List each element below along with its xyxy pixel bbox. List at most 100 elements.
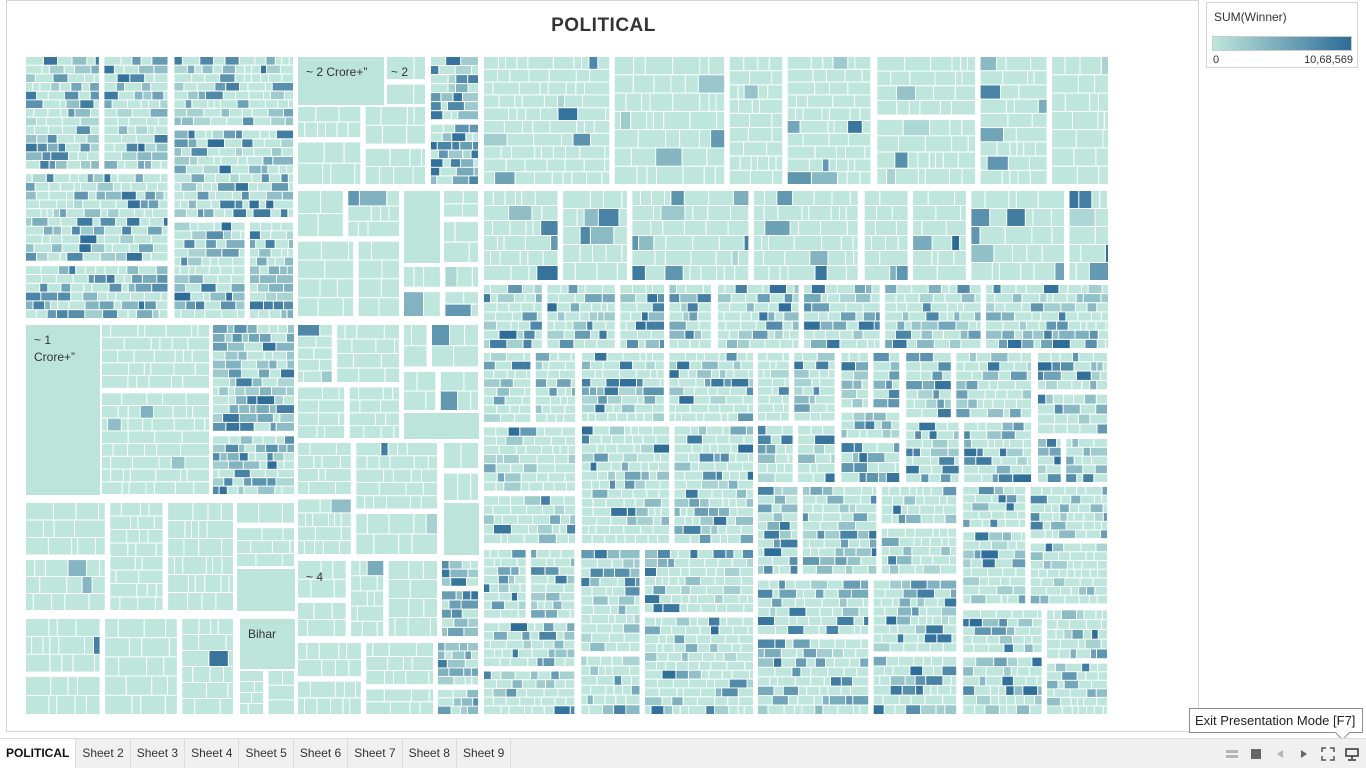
treemap-cell[interactable] xyxy=(412,534,438,555)
treemap-cell[interactable] xyxy=(528,623,535,631)
treemap-cell[interactable] xyxy=(702,444,710,453)
treemap-cell[interactable] xyxy=(873,616,886,625)
treemap-cell[interactable] xyxy=(606,108,610,120)
treemap-cell[interactable] xyxy=(999,705,1007,714)
treemap-cell[interactable] xyxy=(699,130,711,148)
treemap-cell[interactable] xyxy=(833,95,854,108)
treemap-cell[interactable] xyxy=(758,696,772,705)
treemap-cell[interactable] xyxy=(784,294,793,303)
treemap-cell[interactable] xyxy=(568,534,575,544)
treemap-cell[interactable] xyxy=(1079,595,1089,604)
treemap-cell[interactable] xyxy=(1106,321,1108,330)
treemap-cell[interactable] xyxy=(1096,394,1107,404)
treemap-cell[interactable] xyxy=(256,405,269,413)
treemap-cell[interactable] xyxy=(504,121,522,133)
treemap-cell[interactable] xyxy=(1037,676,1042,686)
treemap-cell[interactable] xyxy=(215,191,232,200)
treemap-cell[interactable] xyxy=(510,405,519,414)
treemap-cell[interactable] xyxy=(389,514,414,534)
treemap-cell[interactable] xyxy=(956,390,968,399)
treemap-cell[interactable] xyxy=(285,257,293,266)
treemap-cell[interactable] xyxy=(362,621,377,636)
treemap-cell[interactable] xyxy=(740,568,753,576)
treemap-cell[interactable] xyxy=(26,191,36,200)
treemap-cell[interactable] xyxy=(611,516,627,525)
treemap-cell[interactable] xyxy=(336,443,351,455)
treemap-cell[interactable] xyxy=(622,676,631,685)
treemap-cell[interactable] xyxy=(94,74,99,82)
treemap-cell[interactable] xyxy=(825,473,835,483)
treemap-cell[interactable] xyxy=(386,413,399,426)
treemap-cell[interactable] xyxy=(1057,620,1069,629)
treemap-cell[interactable] xyxy=(1029,667,1042,676)
treemap-cell[interactable] xyxy=(624,577,636,587)
treemap-cell[interactable] xyxy=(186,301,196,310)
treemap-cell[interactable] xyxy=(705,559,718,567)
treemap-cell[interactable] xyxy=(135,557,142,570)
treemap-cell[interactable] xyxy=(237,100,249,108)
treemap-cell[interactable] xyxy=(1066,447,1083,456)
treemap-cell[interactable] xyxy=(709,57,725,75)
treemap-cell[interactable] xyxy=(1024,422,1032,431)
treemap-cell[interactable] xyxy=(814,696,822,705)
treemap-cell[interactable] xyxy=(1024,142,1035,156)
treemap-cell[interactable] xyxy=(1090,663,1098,672)
treemap-cell[interactable] xyxy=(1069,245,1081,262)
treemap-cell[interactable] xyxy=(280,65,293,74)
treemap-cell[interactable] xyxy=(80,100,94,108)
treemap-cell[interactable] xyxy=(669,330,685,339)
treemap-cell[interactable] xyxy=(911,598,917,607)
treemap-cell[interactable] xyxy=(707,148,725,166)
treemap-cell[interactable] xyxy=(1022,390,1031,399)
treemap-cell[interactable] xyxy=(53,503,76,520)
treemap-cell[interactable] xyxy=(188,139,197,148)
treemap-cell[interactable] xyxy=(804,589,815,598)
treemap-cell[interactable] xyxy=(98,292,108,301)
treemap-cell[interactable] xyxy=(395,339,399,354)
treemap-cell[interactable] xyxy=(387,496,410,509)
treemap-cell[interactable] xyxy=(1038,404,1054,414)
treemap-cell[interactable] xyxy=(239,453,248,461)
treemap-cell[interactable] xyxy=(1012,559,1026,568)
treemap-cell[interactable] xyxy=(626,321,635,330)
treemap-cell[interactable] xyxy=(1078,706,1086,714)
treemap-cell[interactable] xyxy=(1015,381,1031,390)
treemap-cell[interactable] xyxy=(374,591,384,606)
treemap-cell[interactable] xyxy=(641,525,653,534)
treemap-cell[interactable] xyxy=(951,474,959,482)
treemap-cell[interactable] xyxy=(1078,639,1085,649)
treemap-cell[interactable] xyxy=(1030,521,1043,530)
treemap-cell[interactable] xyxy=(949,285,957,294)
treemap-cell[interactable] xyxy=(948,439,959,448)
treemap-cell[interactable] xyxy=(141,57,152,65)
treemap-cell[interactable] xyxy=(1047,629,1056,639)
treemap-cell[interactable] xyxy=(841,463,854,473)
treemap-cell[interactable] xyxy=(547,379,557,387)
treemap-cell[interactable] xyxy=(104,83,116,91)
treemap-cell[interactable] xyxy=(66,209,84,217)
treemap-cell[interactable] xyxy=(1098,111,1104,130)
treemap-cell[interactable] xyxy=(494,370,507,379)
treemap-cell[interactable] xyxy=(989,381,998,390)
treemap-cell[interactable] xyxy=(160,174,168,182)
treemap-cell[interactable] xyxy=(154,516,163,530)
treemap-cell[interactable] xyxy=(537,473,548,482)
treemap-cell[interactable] xyxy=(939,457,955,465)
treemap-cell[interactable] xyxy=(943,676,951,685)
treemap-cell[interactable] xyxy=(980,128,1003,142)
treemap-cell[interactable] xyxy=(910,71,935,86)
treemap-cell[interactable] xyxy=(104,74,117,82)
treemap-cell[interactable] xyxy=(729,71,750,85)
treemap-cell[interactable] xyxy=(608,471,615,480)
treemap-cell[interactable] xyxy=(1035,695,1042,705)
treemap-cell[interactable] xyxy=(337,339,352,354)
treemap-cell[interactable] xyxy=(223,91,235,100)
treemap-cell[interactable] xyxy=(775,473,793,483)
treemap-cell[interactable] xyxy=(484,69,497,82)
treemap-cell[interactable] xyxy=(528,57,553,69)
treemap-cell[interactable] xyxy=(174,100,185,108)
treemap-cell[interactable] xyxy=(596,525,609,534)
treemap-cell[interactable] xyxy=(715,679,729,688)
treemap-cell[interactable] xyxy=(121,191,136,200)
treemap-cell[interactable] xyxy=(665,251,691,265)
